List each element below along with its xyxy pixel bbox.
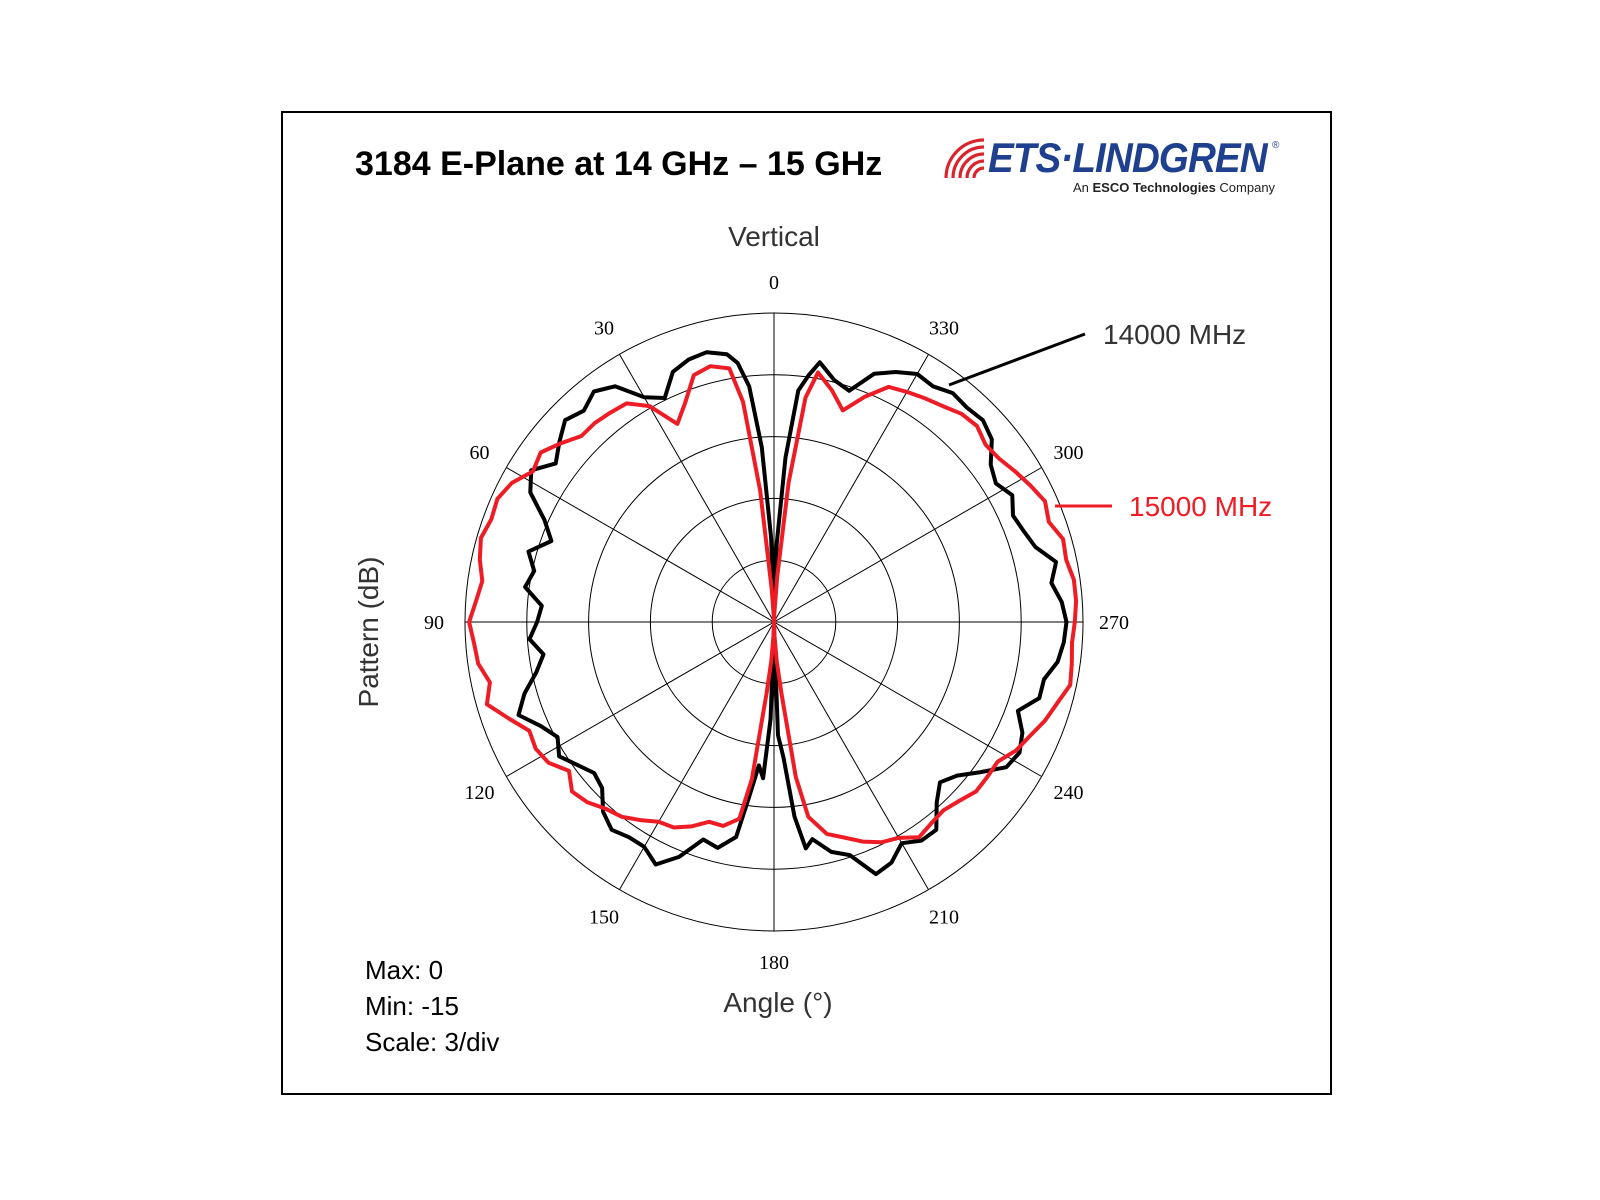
angle-tick-label: 90 (424, 612, 444, 634)
angle-tick-label: 180 (759, 952, 789, 974)
x-axis-label: Angle (°) (723, 987, 832, 1018)
angle-tick-label: 0 (769, 272, 779, 294)
legend-label: 14000 MHz (1103, 319, 1246, 350)
series-lines (467, 350, 1079, 877)
angle-tick-label: 120 (465, 782, 495, 804)
stat-scale: Scale: 3/div (365, 1027, 500, 1057)
angle-tick-label: 30 (594, 318, 614, 340)
logo-registered-mark: ® (1272, 140, 1280, 151)
legend: 14000 MHz 15000 MHz (948, 319, 1272, 522)
logo-wave-arc (972, 166, 985, 179)
logo-wave-icon (944, 138, 985, 179)
chart-subtitle: Vertical (728, 221, 820, 252)
angle-tick-label: 150 (589, 906, 619, 928)
angle-tick-label: 240 (1053, 782, 1083, 804)
legend-label: 15000 MHz (1129, 491, 1272, 522)
logo-wave-arc (951, 145, 985, 179)
logo-wave-arc (958, 152, 985, 179)
stat-min: Min: -15 (365, 991, 459, 1021)
angle-tick-labels: 0 30 60 90 120 150 180 210 240 270 300 330 (424, 272, 1129, 974)
angle-tick-label: 330 (929, 318, 959, 340)
y-axis-label: Pattern (dB) (353, 557, 384, 708)
legend-leader-line (948, 332, 1086, 387)
angle-tick-label: 210 (929, 906, 959, 928)
chart-frame (281, 111, 1332, 1095)
series-line (467, 364, 1079, 845)
logo-wave-arc (944, 138, 985, 179)
logo-tagline: An ESCO Technologies Company (1073, 180, 1276, 195)
company-logo: ETS·LINDGREN ® An ESCO Technologies Comp… (938, 134, 1288, 198)
chart-title: 3184 E-Plane at 14 GHz – 15 GHz (355, 145, 883, 183)
angle-tick-label: 300 (1053, 442, 1083, 464)
angle-tick-label: 60 (470, 442, 490, 464)
stat-max: Max: 0 (365, 955, 444, 985)
series-line (516, 350, 1069, 877)
logo-brand-text: ETS·LINDGREN (988, 134, 1268, 181)
angle-tick-label: 270 (1099, 612, 1129, 634)
logo-wave-arc (965, 159, 985, 179)
